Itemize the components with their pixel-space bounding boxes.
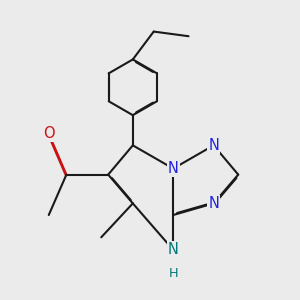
Text: N: N	[168, 242, 179, 257]
Text: N: N	[208, 138, 219, 153]
Text: N: N	[208, 196, 219, 211]
Text: N: N	[168, 161, 179, 176]
Text: O: O	[43, 126, 55, 141]
Text: H: H	[168, 268, 178, 281]
